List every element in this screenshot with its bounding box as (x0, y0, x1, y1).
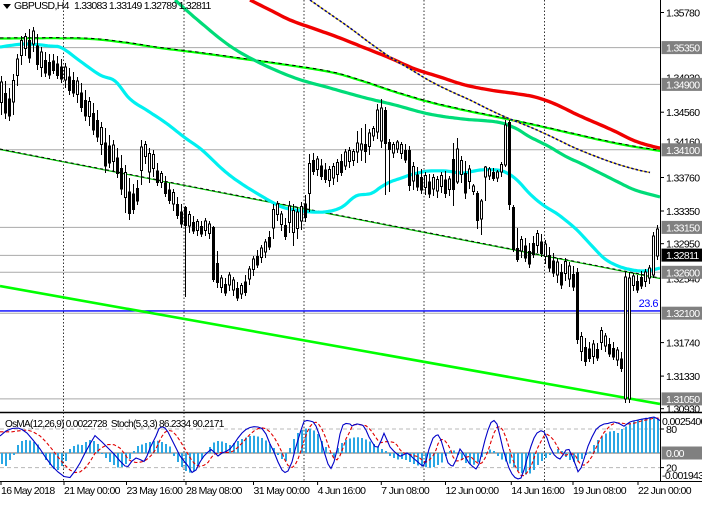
svg-text:7 Jun 08:00: 7 Jun 08:00 (381, 485, 430, 497)
svg-text:21 May 00:00: 21 May 00:00 (64, 485, 121, 497)
svg-text:1.34900: 1.34900 (666, 79, 700, 91)
svg-text:16 May 2018: 16 May 2018 (1, 485, 55, 497)
svg-text:23 May 16:00: 23 May 16:00 (127, 485, 184, 497)
svg-text:1.32811: 1.32811 (666, 250, 699, 262)
svg-text:0.00: 0.00 (666, 448, 685, 460)
svg-text:1.31740: 1.31740 (666, 338, 700, 350)
svg-text:31 May 00:00: 31 May 00:00 (254, 485, 311, 497)
svg-text:1.31330: 1.31330 (666, 371, 700, 383)
svg-text:1.33760: 1.33760 (666, 173, 700, 185)
svg-text:GBPUSD,H4: GBPUSD,H4 (14, 0, 70, 12)
svg-text:1.35780: 1.35780 (666, 8, 700, 20)
svg-text:80: 80 (666, 424, 677, 436)
svg-text:OsMA(12,26,9) 0.0022728 Stoch: OsMA(12,26,9) 0.0022728 Stoch(5,3,3) 86.… (5, 419, 225, 430)
svg-text:22 Jun 00:00: 22 Jun 00:00 (638, 485, 692, 497)
svg-text:28 May 08:00: 28 May 08:00 (186, 485, 243, 497)
svg-text:4 Jun 16:00: 4 Jun 16:00 (318, 485, 367, 497)
svg-text:1.34100: 1.34100 (666, 145, 700, 157)
svg-text:1.32600: 1.32600 (666, 267, 700, 279)
svg-text:1.32100: 1.32100 (666, 308, 700, 320)
svg-text:1.33350: 1.33350 (666, 206, 700, 218)
svg-text:23.6: 23.6 (639, 298, 659, 310)
svg-text:1.33083 1.33149 1.32789 1.3281: 1.33083 1.33149 1.32789 1.32811 (74, 0, 211, 12)
svg-text:1.35350: 1.35350 (666, 43, 700, 55)
svg-text:14 Jun 16:00: 14 Jun 16:00 (511, 485, 565, 497)
svg-text:1.31050: 1.31050 (666, 394, 700, 406)
svg-text:19 Jun 08:00: 19 Jun 08:00 (573, 485, 627, 497)
svg-text:1.33150: 1.33150 (666, 222, 700, 234)
svg-text:12 Jun 00:00: 12 Jun 00:00 (446, 485, 500, 497)
svg-text:1.34560: 1.34560 (666, 107, 700, 119)
